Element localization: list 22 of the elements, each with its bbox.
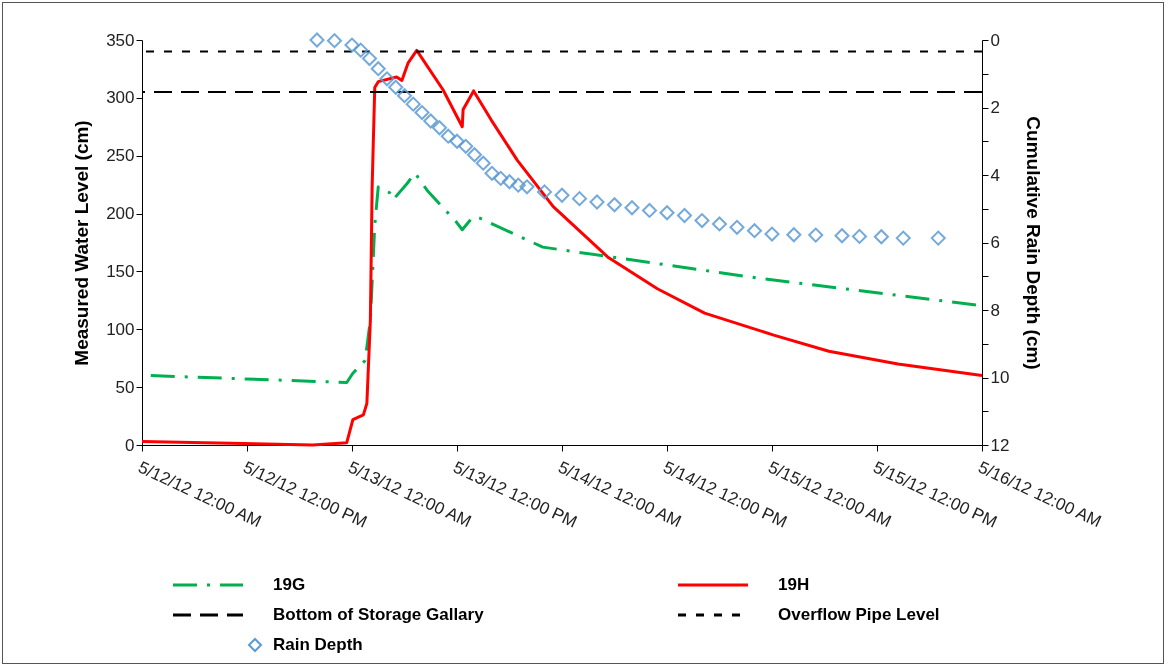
y2-tick-label: 12 — [990, 435, 1010, 455]
y-tick-label: 250 — [106, 146, 135, 166]
y2-tick-label: 6 — [990, 233, 1000, 252]
y2-axis-title: Cumulative Rain Depth (cm) — [1023, 116, 1045, 370]
y2-tick-label: 0 — [990, 30, 1000, 50]
legend-label: Bottom of Storage Gallary — [273, 605, 484, 625]
y-tick-label: 200 — [106, 204, 135, 224]
y2-tick-label: 2 — [990, 98, 1000, 117]
y-tick-label: 100 — [106, 319, 135, 339]
legend-label: Overflow Pipe Level — [778, 605, 940, 625]
y2-tick-label: 10 — [990, 368, 1010, 387]
y-axis-title: Measured Water Level (cm) — [71, 120, 93, 366]
legend-label: Rain Depth — [273, 635, 363, 655]
legend-label: 19G — [273, 575, 306, 595]
y-tick-label: 0 — [125, 435, 135, 455]
y-tick-label: 150 — [106, 261, 135, 281]
y-tick-label: 50 — [115, 377, 135, 397]
y2-tick-label: 8 — [990, 300, 1000, 320]
legend-label: 19H — [778, 575, 810, 595]
y-tick-label: 350 — [106, 30, 135, 50]
y-tick-label: 300 — [106, 88, 135, 108]
y2-tick-label: 4 — [990, 165, 1000, 185]
